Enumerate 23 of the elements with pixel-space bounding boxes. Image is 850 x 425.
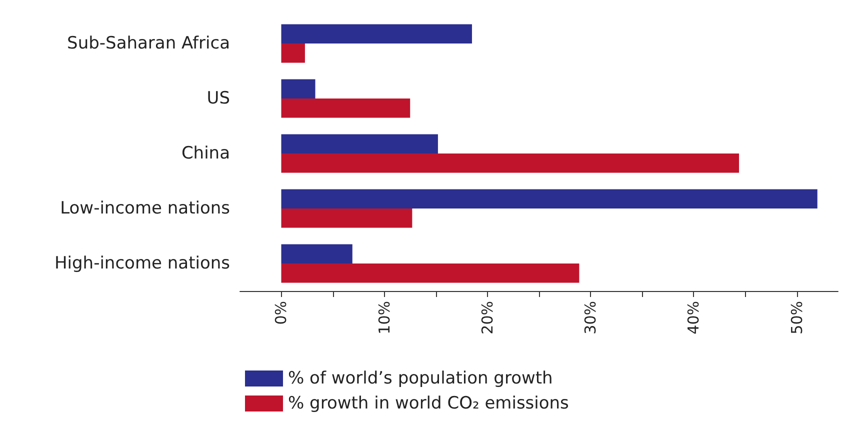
legend-label: % of world’s population growth	[288, 368, 553, 388]
legend-label: % growth in world CO₂ emissions	[288, 394, 570, 414]
bar	[281, 244, 352, 264]
y-tick-label: US	[206, 88, 230, 108]
bar	[281, 208, 412, 228]
y-tick-label: Low-income nations	[60, 198, 230, 218]
x-tick-label: 20%	[478, 301, 496, 334]
x-tick-label: 50%	[788, 301, 806, 334]
y-tick-label: High-income nations	[54, 254, 230, 274]
x-tick-label: 40%	[684, 301, 703, 334]
y-tick-label: Sub-Saharan Africa	[67, 34, 230, 54]
y-tick-label: China	[181, 144, 230, 164]
x-tick-label: 10%	[375, 301, 394, 334]
bar	[281, 98, 410, 118]
bar	[281, 79, 316, 98]
bar	[281, 134, 438, 154]
bar	[281, 154, 740, 173]
bar	[281, 189, 818, 208]
bar	[281, 264, 580, 283]
bar	[281, 24, 472, 44]
x-tick-label: 30%	[582, 301, 600, 334]
bar	[281, 44, 305, 63]
x-tick-label: 0%	[272, 301, 290, 325]
